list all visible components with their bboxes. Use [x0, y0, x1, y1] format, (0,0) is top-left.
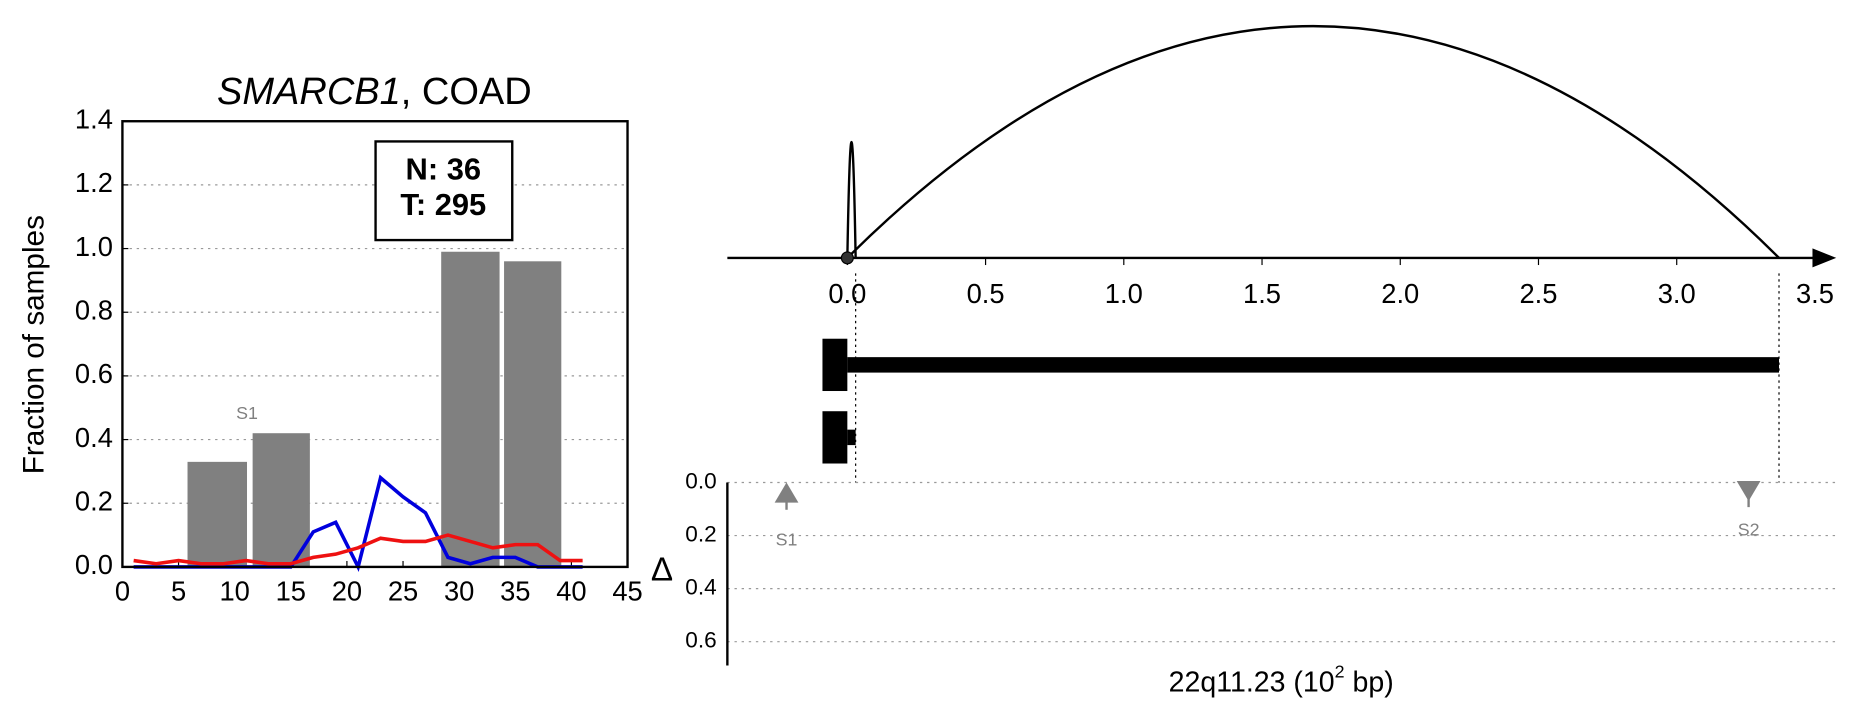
y-tick-label: 0.2: [685, 522, 716, 547]
bar: [252, 433, 310, 567]
bar: [504, 261, 562, 567]
x-tick-label: 2.0: [1381, 278, 1419, 309]
x-label-part: 22q11.23 (10: [1169, 666, 1335, 698]
x-axis-label: 22q11.23 (102 bp): [1169, 661, 1394, 698]
annotation-box: [374, 140, 514, 242]
x-label-part: 2: [1335, 661, 1345, 681]
y-tick-label: 0.6: [685, 628, 716, 653]
y-tick-label: 1.0: [75, 231, 113, 262]
exon-block: [822, 411, 848, 464]
y-axis-label: Fraction of samples: [17, 215, 50, 474]
marker: [1736, 480, 1761, 502]
title-part: SMARCB1: [217, 71, 401, 113]
x-tick-label: 25: [388, 575, 418, 606]
exon-block: [822, 338, 848, 392]
y-axis-label: Δ: [651, 551, 673, 588]
x-tick-label: 0.5: [967, 278, 1005, 309]
x-tick-label: 10: [219, 575, 249, 606]
x-tick-label: 45: [612, 575, 642, 606]
x-tick-label: 3.0: [1658, 278, 1696, 309]
marker-label: S2: [1738, 520, 1760, 540]
x-tick-label: 35: [500, 575, 530, 606]
x-tick-label: 0.0: [828, 278, 866, 309]
chart-title: SMARCB1, COAD: [217, 71, 532, 113]
x-tick-label: 15: [276, 575, 306, 606]
x-tick-label: 20: [332, 575, 362, 606]
x-tick-label: 40: [556, 575, 586, 606]
bar-annotation: S1: [236, 403, 258, 423]
y-tick-label: 0.4: [75, 422, 113, 453]
plot-frame: [121, 120, 629, 569]
x-tick-label: 1.0: [1105, 278, 1143, 309]
line-series: [133, 533, 583, 566]
arc: [846, 25, 1780, 259]
transcript-line: [847, 429, 856, 446]
x-axis-arrow: [1812, 248, 1837, 268]
y-tick-label: 0.6: [75, 358, 113, 389]
annotation-line: T: 295: [400, 187, 486, 222]
bar: [441, 251, 500, 567]
x-tick-label: 3.5: [1796, 278, 1834, 309]
y-tick-label: 0.0: [685, 468, 716, 493]
origin-dot: [840, 251, 854, 265]
marker-label: S1: [776, 529, 798, 549]
y-tick-label: 0.8: [75, 294, 113, 325]
x-label-part: bp): [1345, 666, 1394, 698]
x-tick-label: 2.5: [1519, 278, 1557, 309]
x-tick-label: 5: [171, 575, 186, 606]
transcript-line: [847, 357, 1780, 373]
arc: [846, 140, 857, 258]
annotation-line: N: 36: [406, 151, 482, 186]
figure-body: 0.0 0.2 0.4 0.6 0.8 1.0 1.2 1.4 0 5 10 15 20 25 30 35 40…: [17, 25, 1837, 698]
y-tick-label: 0.2: [75, 485, 113, 516]
bar: [187, 461, 248, 567]
y-tick-label: 0.4: [685, 575, 716, 600]
y-tick-label: 1.4: [75, 103, 113, 134]
x-tick-label: 0: [115, 575, 130, 606]
y-tick-label: 0.0: [75, 549, 113, 580]
title-part: , COAD: [401, 71, 532, 113]
x-tick-label: 30: [444, 575, 474, 606]
marker: [774, 482, 799, 503]
y-tick-label: 1.2: [75, 167, 113, 198]
x-tick-label: 1.5: [1243, 278, 1281, 309]
